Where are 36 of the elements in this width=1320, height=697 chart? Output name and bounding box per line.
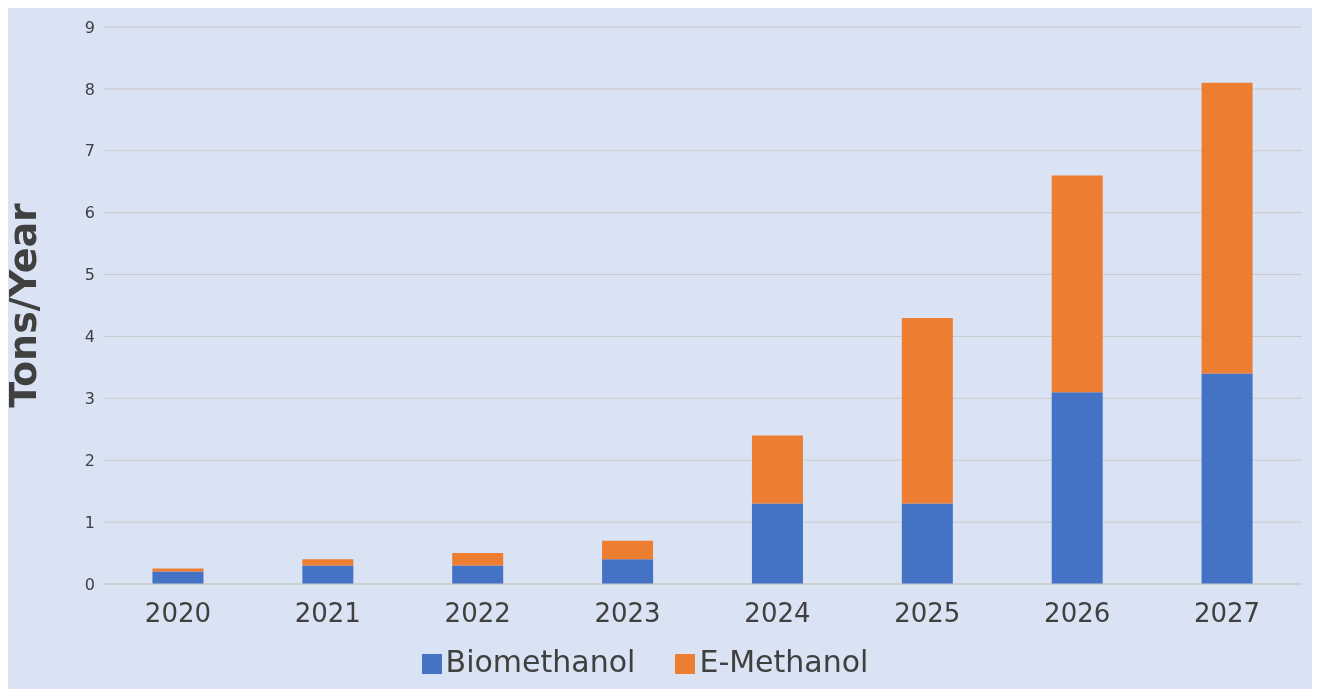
bar (152, 568, 204, 572)
bar (452, 565, 504, 584)
x-tick-label: 2023 (594, 598, 661, 629)
bar (901, 503, 953, 584)
legend-label: E-Methanol (699, 644, 869, 679)
bar (901, 317, 953, 504)
bar (1051, 392, 1103, 584)
x-tick-label: 2027 (1193, 598, 1261, 629)
bar (751, 435, 803, 504)
y-tick-label: 5 (84, 265, 95, 285)
x-tick-label: 2022 (444, 598, 511, 629)
bar (602, 559, 654, 584)
bar (1201, 373, 1253, 584)
y-tick-label: 7 (84, 141, 95, 161)
bar (1051, 175, 1103, 393)
y-tick-label: 6 (84, 203, 95, 223)
y-tick-label: 9 (84, 17, 95, 37)
x-tick-label: 2024 (744, 598, 811, 629)
bar (602, 540, 654, 560)
y-tick-label: 1 (84, 512, 95, 532)
bar (751, 503, 803, 584)
bar (302, 565, 354, 584)
y-axis-title: Tons/Year (1, 202, 46, 408)
y-tick-label: 8 (84, 79, 95, 99)
y-tick-label: 0 (84, 574, 95, 594)
y-tick-label: 2 (84, 450, 95, 470)
y-tick-label: 3 (84, 389, 95, 409)
x-tick-label: 2026 (1044, 598, 1111, 629)
x-tick-label: 2020 (144, 598, 212, 629)
y-tick-label: 4 (84, 327, 95, 347)
bar (302, 559, 354, 566)
bar (452, 553, 504, 566)
bar (1201, 82, 1253, 374)
x-tick-label: 2021 (294, 598, 361, 629)
x-tick-label: 2025 (894, 598, 961, 629)
legend-label: Biomethanol (445, 644, 636, 679)
